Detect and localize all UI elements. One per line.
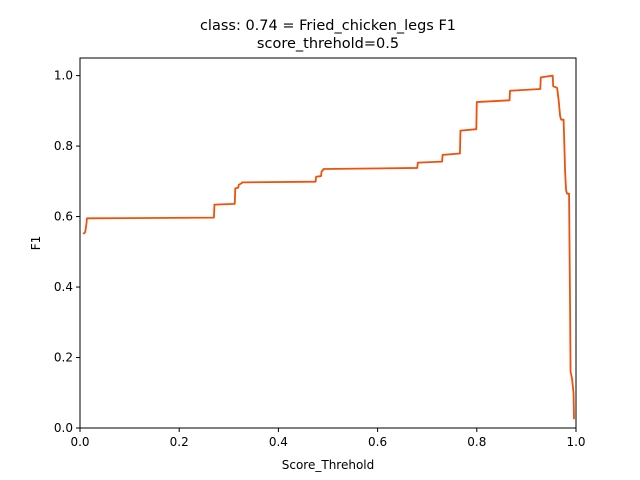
x-tick-label: 0.4 [269,435,288,449]
f1-series-line [82,74,575,420]
y-axis-label: F1 [29,236,43,251]
y-tick-label: 0.6 [54,210,73,224]
y-tick-label: 1.0 [54,69,73,83]
y-tick-label: 0.4 [54,280,73,294]
x-axis-label: Score_Threhold [282,458,375,472]
y-tick-label: 0.0 [54,421,73,435]
y-tick-label: 0.8 [54,139,73,153]
series-layer [82,74,575,420]
x-tick-label: 0.0 [70,435,89,449]
x-tick-label: 1.0 [566,435,585,449]
y-tick-label: 0.2 [54,351,73,365]
y-axis-ticks: 0.0 0.2 0.4 0.6 0.8 1.0 [54,69,80,435]
chart-subtitle: score_threhold=0.5 [257,36,399,52]
x-tick-label: 0.8 [467,435,486,449]
x-tick-label: 0.2 [170,435,189,449]
chart-title: class: 0.74 = Fried_chicken_legs F1 [200,18,456,34]
x-tick-label: 0.6 [368,435,387,449]
plot-frame [79,57,577,429]
x-axis-ticks: 0.0 0.2 0.4 0.6 0.8 1.0 [70,428,586,449]
